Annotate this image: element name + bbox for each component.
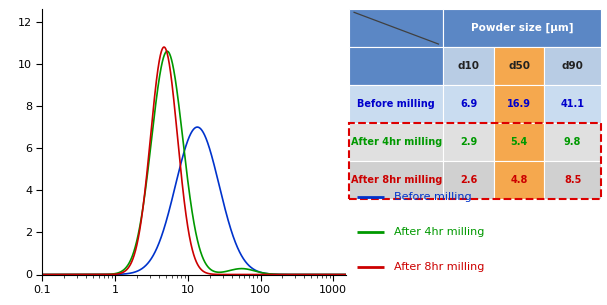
Bar bbox=[494, 161, 544, 199]
Bar bbox=[349, 47, 444, 85]
Text: Before milling: Before milling bbox=[395, 192, 472, 202]
Bar bbox=[349, 161, 444, 199]
Text: d10: d10 bbox=[458, 61, 480, 71]
Bar bbox=[349, 85, 444, 123]
Bar bbox=[544, 161, 601, 199]
Text: 2.9: 2.9 bbox=[460, 137, 477, 147]
Text: 6.9: 6.9 bbox=[460, 99, 477, 109]
Bar bbox=[349, 9, 444, 47]
Text: 8.5: 8.5 bbox=[564, 175, 582, 185]
Text: Before milling: Before milling bbox=[358, 99, 435, 109]
Bar bbox=[544, 123, 601, 161]
Bar bbox=[494, 47, 544, 85]
Bar bbox=[544, 47, 601, 85]
Bar bbox=[444, 123, 494, 161]
Text: 9.8: 9.8 bbox=[564, 137, 582, 147]
Bar bbox=[494, 85, 544, 123]
Bar bbox=[494, 123, 544, 161]
Bar bbox=[349, 123, 601, 199]
Bar bbox=[444, 9, 601, 47]
Text: 41.1: 41.1 bbox=[561, 99, 585, 109]
Bar bbox=[444, 85, 494, 123]
Bar bbox=[444, 47, 494, 85]
Bar bbox=[544, 85, 601, 123]
Text: After 8hr milling: After 8hr milling bbox=[395, 262, 485, 271]
Text: 16.9: 16.9 bbox=[507, 99, 531, 109]
Text: d90: d90 bbox=[561, 61, 583, 71]
Text: After 4hr milling: After 4hr milling bbox=[395, 227, 485, 237]
Text: Powder size [μm]: Powder size [μm] bbox=[471, 23, 574, 33]
Text: d50: d50 bbox=[508, 61, 530, 71]
Text: 4.8: 4.8 bbox=[510, 175, 527, 185]
Text: 2.6: 2.6 bbox=[460, 175, 477, 185]
Bar bbox=[444, 161, 494, 199]
Text: After 8hr milling: After 8hr milling bbox=[351, 175, 442, 185]
Text: After 4hr milling: After 4hr milling bbox=[351, 137, 442, 147]
Text: 5.4: 5.4 bbox=[510, 137, 527, 147]
Bar bbox=[349, 123, 444, 161]
